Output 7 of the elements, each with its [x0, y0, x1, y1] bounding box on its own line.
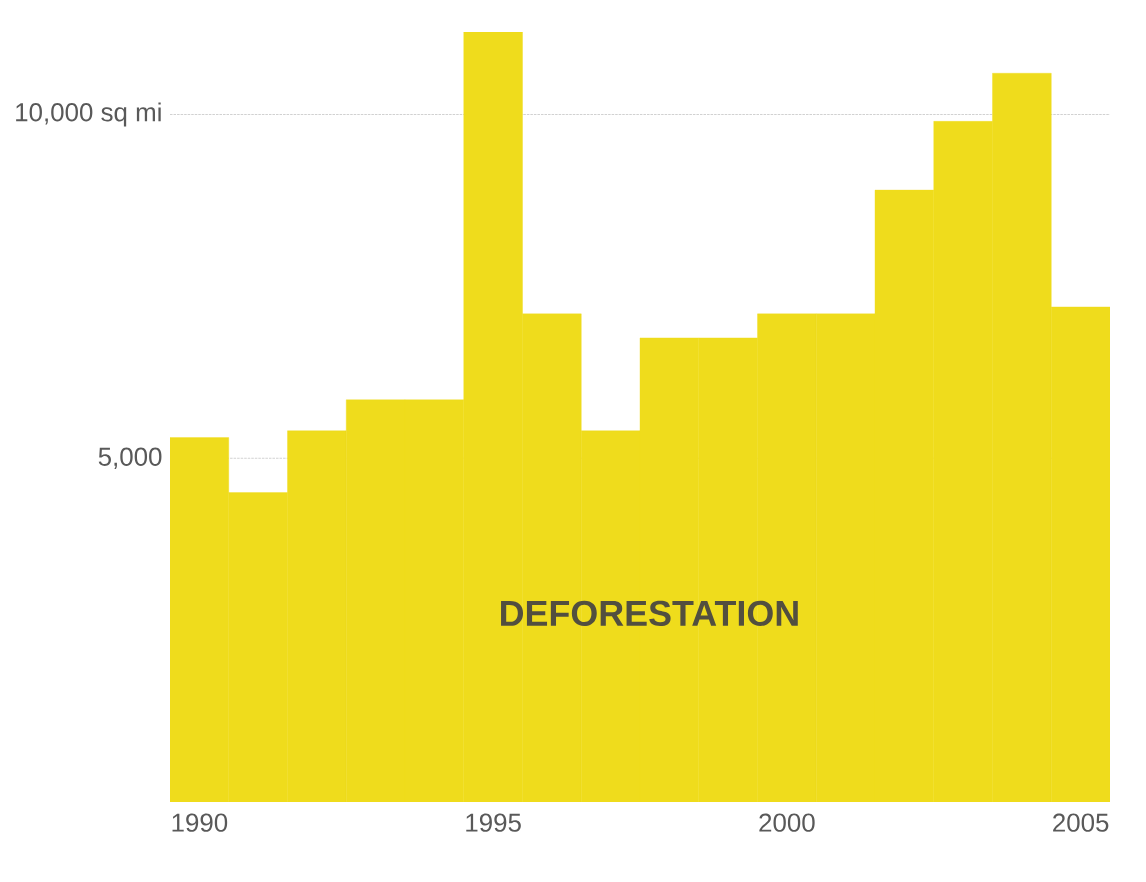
x-tick-label: 1990	[172, 813, 228, 832]
y-tick-label: 5,000	[98, 447, 162, 469]
annotation: DEFORESTATION	[501, 600, 798, 627]
y-tick-label: 10,000 sq mi	[16, 102, 161, 127]
x-tick-label: 2000	[759, 813, 815, 832]
x-tick-label: 2005	[1053, 813, 1109, 832]
x-tick-label: 1995	[466, 813, 521, 832]
